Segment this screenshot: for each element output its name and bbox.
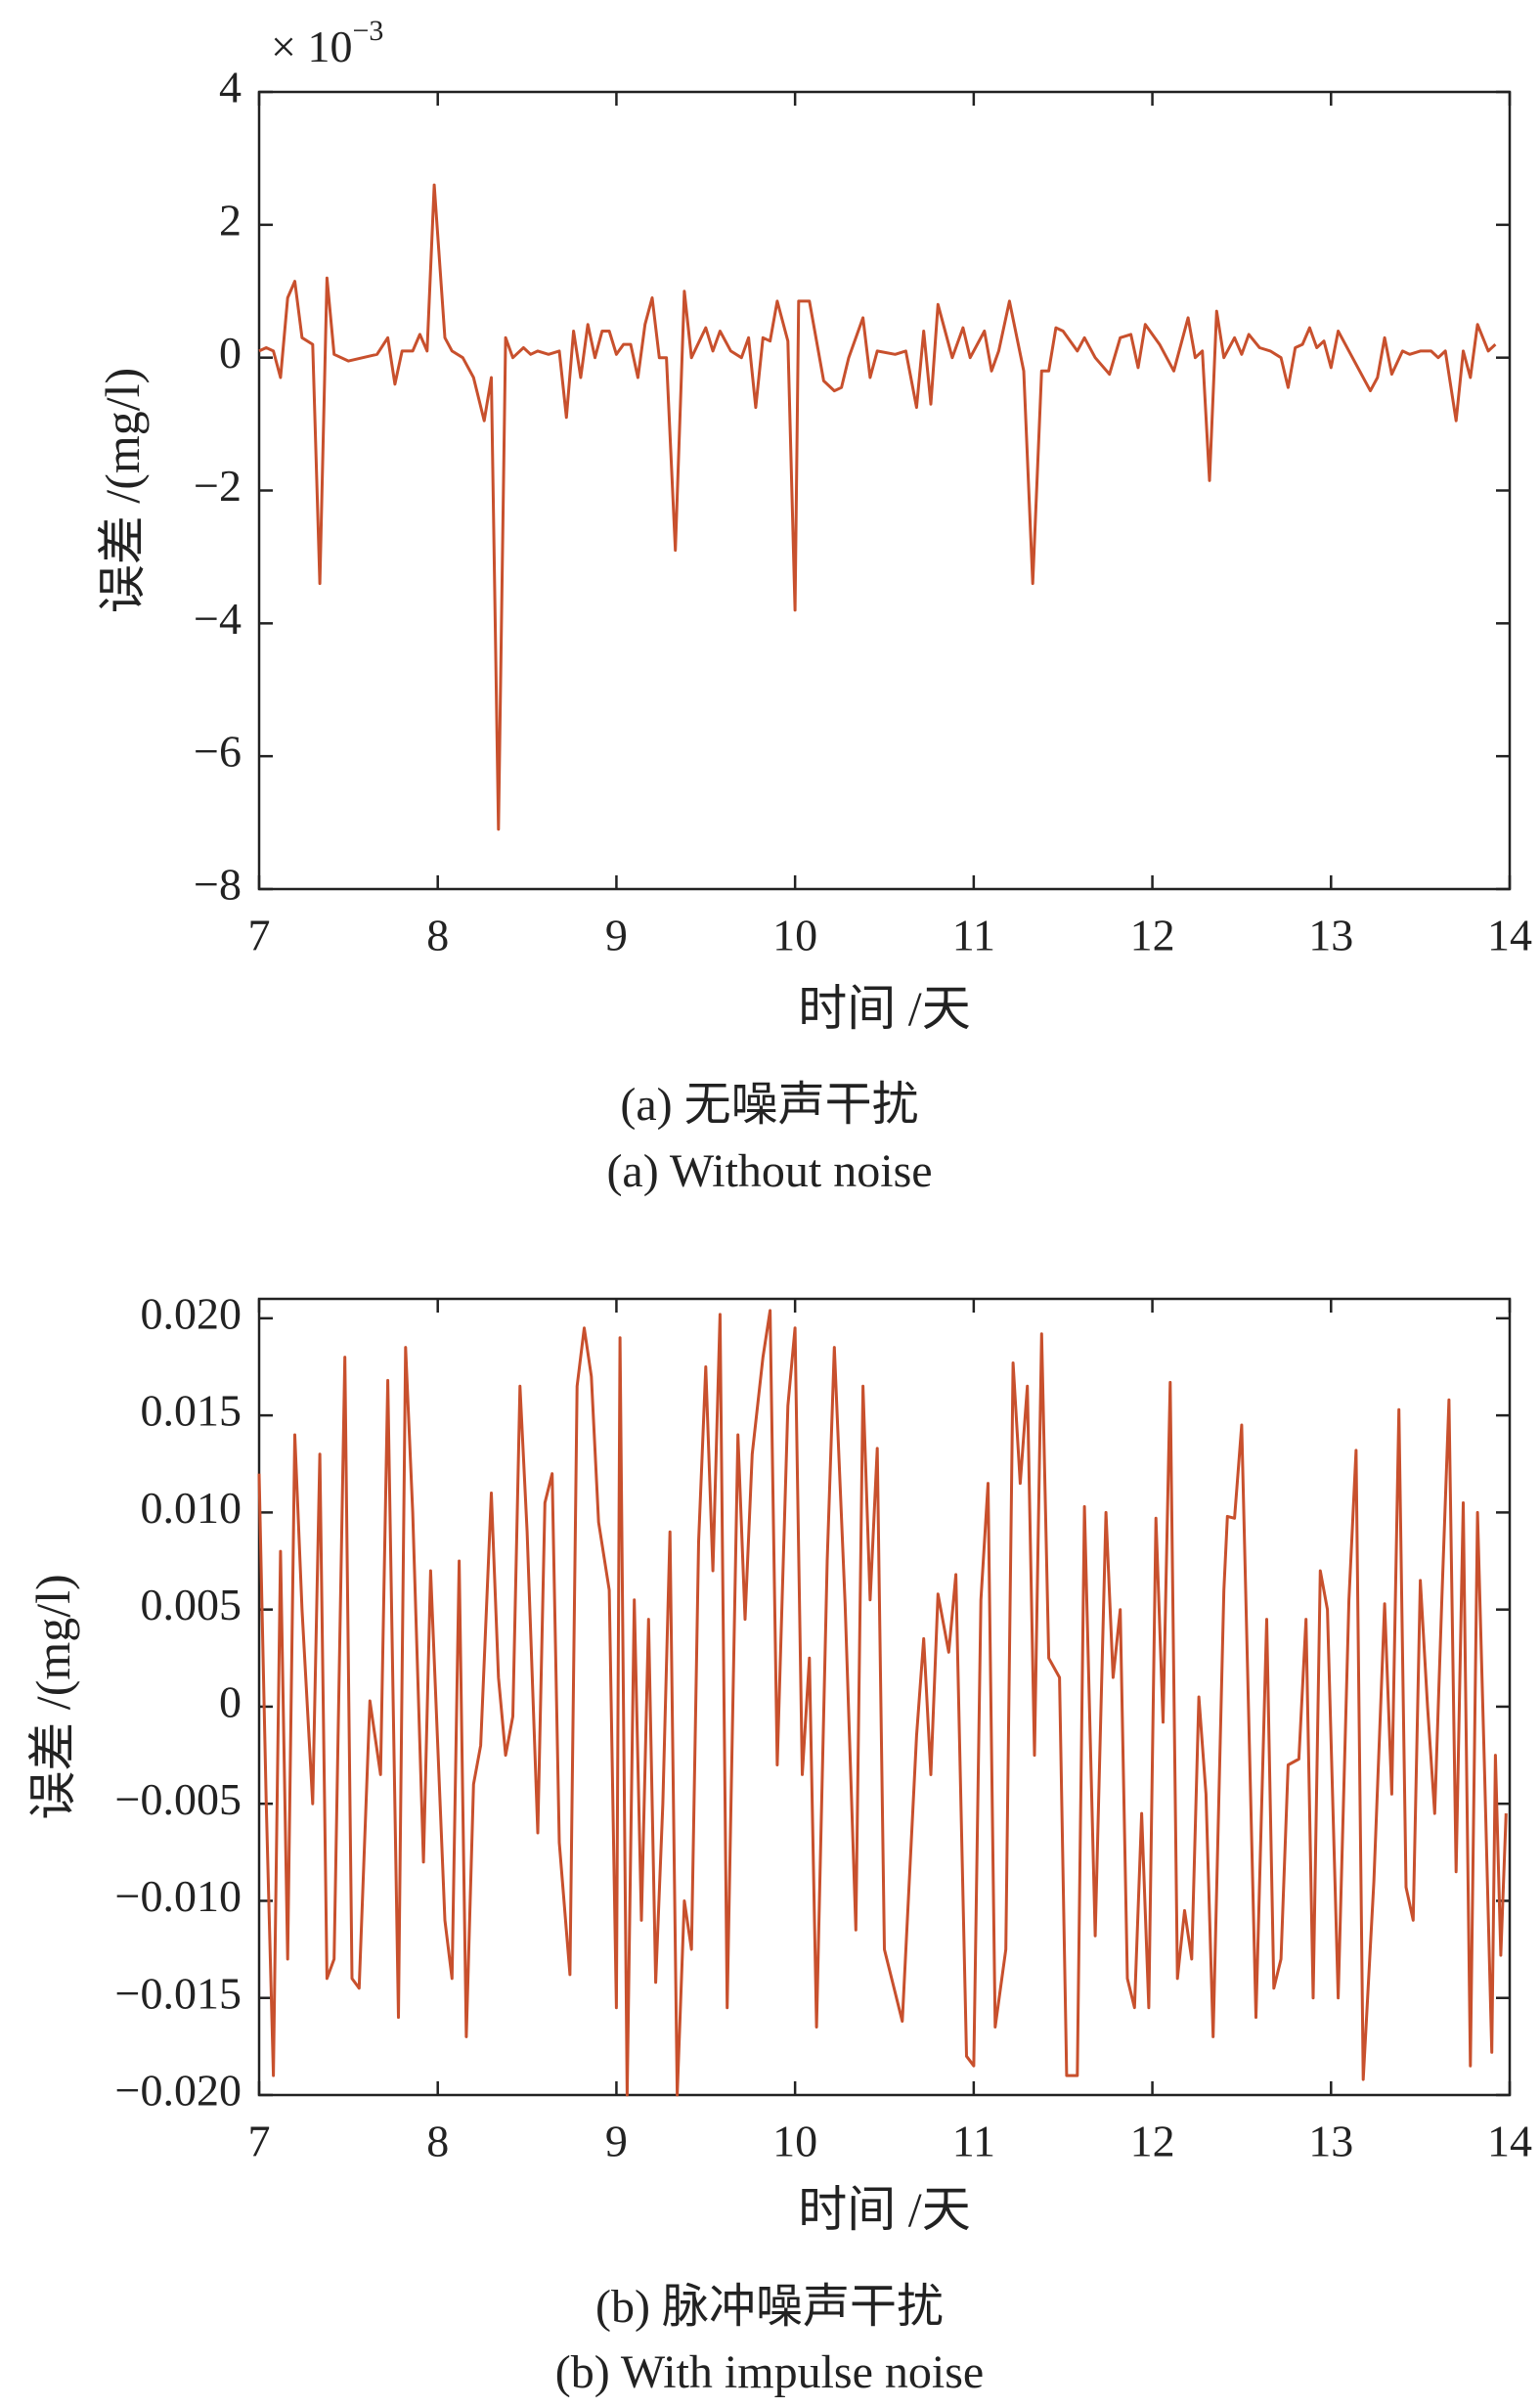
y-tick-label: −8 (194, 860, 242, 910)
x-tick-label: 13 (1308, 2117, 1353, 2166)
x-tick-label: 8 (426, 911, 449, 960)
x-tick-label: 12 (1130, 2117, 1175, 2166)
x-tick-label: 11 (952, 2117, 995, 2166)
y-tick-label: −0.020 (115, 2066, 242, 2116)
y-axis-label: 误差 /(mg/l) (25, 1574, 80, 1819)
data-line (258, 183, 1497, 831)
y-tick-label: 0 (219, 328, 242, 378)
plot-frame (257, 90, 1512, 891)
y-axis-label: 误差 /(mg/l) (95, 368, 150, 613)
exponent-power: −3 (352, 15, 383, 47)
y-tick-label: −0.005 (115, 1774, 242, 1824)
y-tick-label: 0.020 (141, 1288, 242, 1338)
x-tick-label: 12 (1130, 911, 1175, 960)
x-tick-label: 14 (1487, 911, 1532, 960)
exponent-base: × 10 (271, 22, 352, 71)
x-axis-label: 时间 /天 (798, 981, 970, 1036)
x-axis-label: 时间 /天 (798, 2182, 970, 2237)
y-tick-label: 4 (219, 63, 242, 112)
caption-en: (a) Without noise (606, 1145, 932, 1197)
caption: (a) 无噪声干扰 (620, 1079, 918, 1131)
x-tick-label: 7 (248, 911, 271, 960)
y-tick-label: −2 (194, 461, 242, 511)
plot-frame (257, 1297, 1512, 2097)
x-tick-label: 9 (605, 2117, 628, 2166)
x-tick-label: 11 (952, 911, 995, 960)
y-tick-label: −0.010 (115, 1871, 242, 1921)
y-tick-label: −4 (194, 594, 242, 644)
x-tick-label: 7 (248, 2117, 271, 2166)
y-tick-label: 0 (219, 1676, 242, 1726)
x-tick-label: 8 (426, 2117, 449, 2166)
x-tick-label: 10 (772, 911, 817, 960)
data-line (257, 1309, 1508, 2097)
y-tick-label: 0.005 (141, 1580, 242, 1629)
y-tick-label: 2 (219, 195, 242, 245)
caption: (b) 脉冲噪声干扰 (595, 2281, 944, 2333)
x-tick-label: 9 (605, 911, 628, 960)
caption-en: (b) With impulse noise (555, 2346, 984, 2398)
y-tick-label: 0.010 (141, 1483, 242, 1533)
x-tick-label: 13 (1308, 911, 1353, 960)
y-tick-label: −0.015 (115, 1968, 242, 2018)
x-tick-label: 14 (1487, 2117, 1532, 2166)
y-tick-label: 0.015 (141, 1386, 242, 1436)
exponent-note: × 10−3 (271, 15, 383, 71)
y-tick-label: −6 (194, 727, 242, 777)
x-tick-label: 10 (772, 2117, 817, 2166)
